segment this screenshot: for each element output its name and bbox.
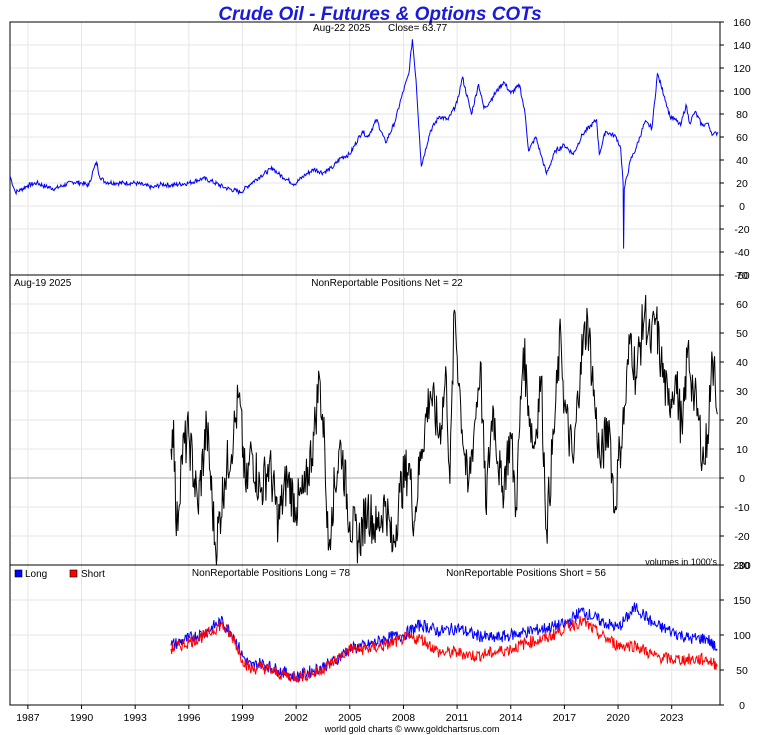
long-panel-label: NonReportable Positions Long = 78	[192, 568, 351, 579]
net-panel-label: NonReportable Positions Net = 22	[311, 278, 463, 289]
y-tick-label-net: 0	[739, 473, 745, 485]
y-tick-label-net: 70	[736, 270, 748, 282]
y-tick-label-ls: 200	[733, 560, 751, 572]
y-tick-label-price: -20	[734, 224, 749, 236]
panel-frame-price	[9, 21, 721, 276]
y-tick-label-net: 60	[736, 299, 748, 311]
legend-short-swatch	[69, 569, 78, 578]
legend-short-label: Short	[81, 569, 105, 580]
legend-long-swatch	[14, 569, 23, 578]
y-tick-label-net: -10	[734, 502, 749, 514]
y-tick-label-price: 40	[736, 155, 748, 167]
y-tick-label-price: 140	[733, 40, 751, 52]
x-tick-label: 2014	[499, 712, 523, 724]
long-short-panel: 0 50 100 150 200	[9, 560, 751, 712]
y-tick-label-net: 10	[736, 444, 748, 456]
x-axis: 1987 1990 1993 1996 1999 2002 2005 2008 2011 2014…	[16, 705, 684, 724]
price-close-label: Close= 63.77	[388, 23, 448, 34]
panel-frame-ls	[9, 564, 721, 706]
footer-credit: world gold charts © www.goldchartsrus.co…	[324, 724, 500, 734]
y-tick-label-price: -60	[734, 270, 749, 282]
x-tick-label: 2008	[392, 712, 416, 724]
y-tick-label-price: 0	[739, 201, 745, 213]
y-tick-label-ls: 100	[733, 630, 751, 642]
y-tick-label-net: -20	[734, 531, 749, 543]
y-tick-label-net: 50	[736, 328, 748, 340]
x-tick-label: 2020	[606, 712, 630, 724]
price-date-label: Aug-22 2025	[313, 23, 371, 34]
y-tick-label-price: 120	[733, 63, 751, 75]
x-tick-label: 2005	[338, 712, 362, 724]
series-line-price-close	[9, 39, 719, 249]
x-tick-label: 2017	[553, 712, 577, 724]
y-tick-label-price: 100	[733, 86, 751, 98]
net-date-label: Aug-19 2025	[14, 278, 72, 289]
y-tick-label-price: 20	[736, 178, 748, 190]
y-tick-label-ls: 50	[736, 665, 748, 677]
y-tick-label-net: 30	[736, 386, 748, 398]
x-tick-label: 1990	[70, 712, 94, 724]
x-tick-label: 1987	[16, 712, 40, 724]
x-tick-label: 1993	[124, 712, 148, 724]
net-panel: -30 -20 -10 0 10 20 30 40 50 60 70	[9, 270, 750, 572]
y-tick-label-ls: 0	[739, 700, 745, 712]
short-panel-label: NonReportable Positions Short = 56	[446, 568, 606, 579]
x-tick-label: 2023	[660, 712, 684, 724]
price-panel: -60 -40 -20 0 20 40 60 80 100 120 140 160	[9, 17, 751, 282]
series-line-ls-short	[170, 615, 718, 684]
y-tick-label-price: -40	[734, 247, 749, 259]
legend-long-label: Long	[25, 569, 47, 580]
y-tick-label-ls: 150	[733, 595, 751, 607]
x-tick-label: 2002	[284, 712, 308, 724]
volume-note: volumes in 1000's	[645, 557, 717, 567]
x-tick-label: 1999	[231, 712, 255, 724]
y-tick-label-net: 40	[736, 357, 748, 369]
x-tick-label: 1996	[177, 712, 201, 724]
x-tick-label: 2011	[446, 712, 469, 724]
y-tick-label-net: 20	[736, 415, 748, 427]
y-tick-label-price: 160	[733, 17, 751, 29]
y-tick-label-price: 60	[736, 132, 748, 144]
chart-title: Crude Oil - Futures & Options COTs	[218, 4, 541, 25]
y-tick-label-price: 80	[736, 109, 748, 121]
series-line-net-nonreportable-positions-net	[170, 294, 718, 566]
series-line-ls-long	[170, 602, 718, 683]
y-tick-label-net: -30	[734, 560, 749, 572]
